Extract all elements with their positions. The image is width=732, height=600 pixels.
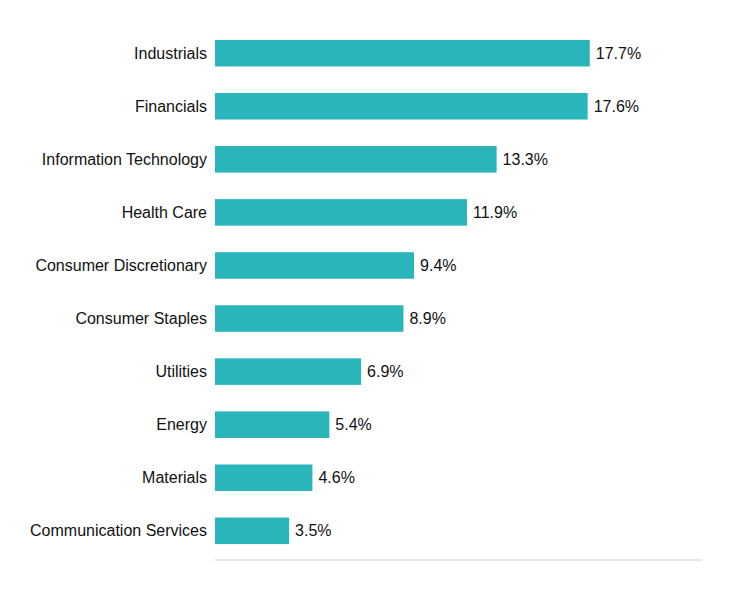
bar: [215, 146, 497, 173]
x-axis-line: [215, 560, 702, 561]
data-label: 9.4%: [420, 257, 456, 274]
category-label: Financials: [135, 98, 207, 115]
chart-svg: Communication Services 3.5% Materials 4.6% E…: [0, 0, 732, 600]
bar: [215, 252, 414, 279]
data-label: 8.9%: [409, 310, 445, 327]
bar: [215, 199, 467, 226]
data-label: 6.9%: [367, 363, 403, 380]
data-label: 11.9%: [473, 204, 517, 221]
data-label: 13.3%: [503, 151, 548, 168]
category-label: Materials: [142, 469, 207, 486]
category-label: Industrials: [134, 45, 207, 62]
category-label: Consumer Staples: [75, 310, 207, 327]
category-label: Utilities: [155, 363, 207, 380]
category-label: Consumer Discretionary: [35, 257, 207, 274]
data-label: 17.6%: [594, 98, 639, 115]
data-label: 17.7%: [596, 45, 641, 62]
category-label: Information Technology: [42, 151, 207, 168]
category-label: Communication Services: [30, 522, 207, 539]
data-label: 5.4%: [335, 416, 371, 433]
bar: [215, 358, 361, 385]
bars: [215, 40, 590, 544]
bar: [215, 411, 329, 438]
data-label: 3.5%: [295, 522, 331, 539]
bar: [215, 464, 312, 491]
bar: [215, 93, 588, 120]
category-label: Energy: [156, 416, 207, 433]
chart-container: Communication Services 3.5% Materials 4.6% E…: [0, 0, 732, 600]
bar: [215, 518, 289, 545]
labels: Communication Services 3.5% Materials 4.6% E…: [30, 45, 641, 540]
bar: [215, 305, 403, 332]
bar: [215, 40, 590, 67]
data-label: 4.6%: [318, 469, 354, 486]
category-label: Health Care: [122, 204, 207, 221]
